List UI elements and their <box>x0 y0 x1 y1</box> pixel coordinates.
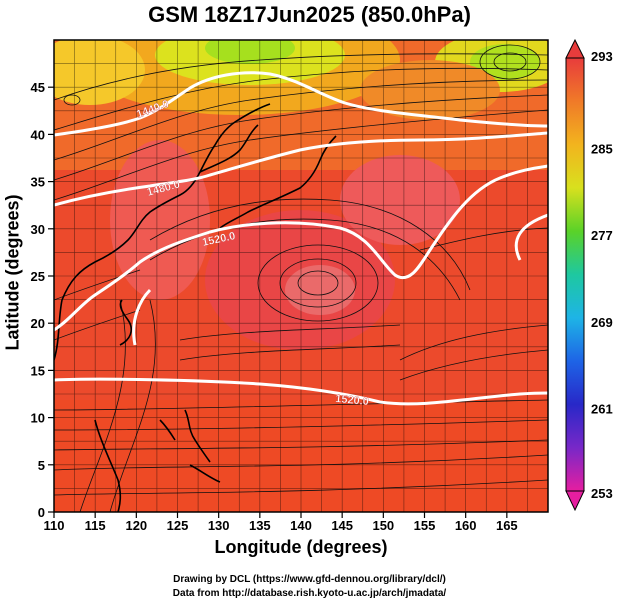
credit-data: Data from http://database.rish.kyoto-u.a… <box>172 588 447 599</box>
x-tick-label: 135 <box>249 518 271 533</box>
wind-streamlines <box>54 44 548 512</box>
x-tick-label: 160 <box>455 518 477 533</box>
colorbar-scale <box>565 57 585 492</box>
y-tick-label: 5 <box>38 458 45 473</box>
x-tick-label: 140 <box>290 518 312 533</box>
y-axis-label: Latitude (degrees) <box>2 194 23 351</box>
x-axis: 110 115 120 125 130 135 140 145 150 155 160 165 <box>44 512 518 533</box>
contour-label: 1520.0 <box>335 393 370 408</box>
y-tick-label: 40 <box>31 127 45 142</box>
colorbar-label: 285 <box>591 142 613 157</box>
x-tick-label: 125 <box>167 518 189 533</box>
y-tick-label: 0 <box>38 505 45 520</box>
colorbar-bottom-arrow <box>565 490 585 512</box>
colorbar-label: 269 <box>591 315 613 330</box>
x-tick-label: 130 <box>208 518 230 533</box>
map-grid <box>54 40 548 512</box>
y-tick-label: 25 <box>31 269 45 284</box>
y-tick-label: 30 <box>31 222 45 237</box>
colorbar-label: 277 <box>591 228 613 243</box>
x-tick-label: 165 <box>496 518 518 533</box>
credit-drawing: Drawing by DCL (https://www.gfd-dennou.o… <box>173 574 446 585</box>
x-tick-label: 115 <box>85 518 106 533</box>
colorbar-label: 261 <box>591 401 613 416</box>
y-tick-label: 20 <box>31 316 45 331</box>
y-tick-label: 15 <box>31 363 45 378</box>
x-tick-label: 145 <box>331 518 353 533</box>
x-tick-label: 110 <box>44 518 65 533</box>
colorbar-top-arrow <box>565 38 585 59</box>
x-axis-label: Longitude (degrees) <box>214 537 388 557</box>
height-contours <box>54 71 548 406</box>
y-axis: 0 5 10 15 20 25 30 35 40 45 <box>31 80 54 520</box>
x-tick-label: 120 <box>125 518 147 533</box>
y-tick-label: 35 <box>31 175 45 190</box>
x-tick-label: 150 <box>372 518 394 533</box>
coastlines <box>54 103 337 512</box>
chart-title: GSM 18Z17Jun2025 (850.0hPa) <box>148 2 471 27</box>
x-tick-label: 155 <box>414 518 436 533</box>
colorbar-label: 293 <box>591 49 613 64</box>
colorbar-label: 253 <box>591 486 613 501</box>
y-tick-label: 10 <box>31 411 45 426</box>
colorbar: 293 285 277 269 261 253 <box>565 38 613 512</box>
y-tick-label: 45 <box>31 80 45 95</box>
